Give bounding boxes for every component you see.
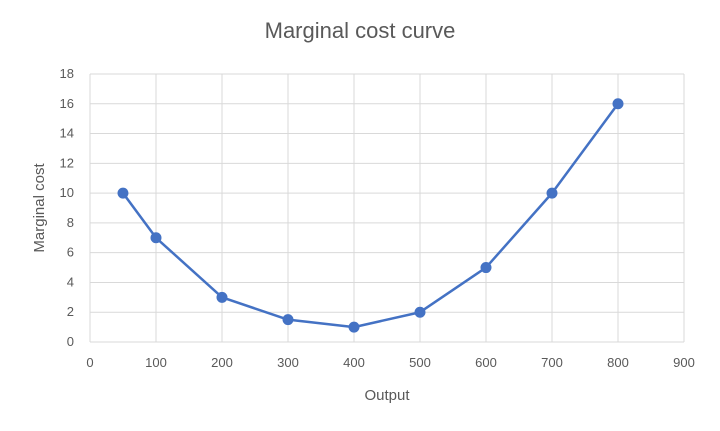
y-tick-label: 4	[67, 274, 74, 289]
y-tick-label: 2	[67, 304, 74, 319]
data-point	[150, 232, 162, 244]
y-tick-label: 16	[60, 96, 74, 111]
x-tick-label: 600	[475, 355, 497, 370]
data-point	[348, 321, 360, 333]
y-axis-title: Marginal cost	[31, 163, 48, 253]
x-tick-label: 400	[343, 355, 365, 370]
data-point	[117, 187, 129, 199]
data-point	[216, 291, 228, 303]
data-point	[546, 187, 558, 199]
x-tick-label: 700	[541, 355, 563, 370]
series-line	[121, 102, 620, 329]
data-point	[480, 262, 492, 274]
x-tick-label: 800	[607, 355, 629, 370]
y-tick-label: 8	[67, 215, 74, 230]
y-tick-label: 10	[60, 185, 74, 200]
x-axis-title: Output	[364, 387, 410, 404]
y-tick-label: 0	[67, 334, 74, 349]
x-tick-label: 900	[673, 355, 695, 370]
data-point	[612, 98, 624, 110]
chart-title: Marginal cost curve	[264, 18, 456, 43]
data-point	[414, 306, 426, 318]
y-tick-label: 12	[60, 155, 74, 170]
x-tick-label: 100	[145, 355, 167, 370]
x-tick-label: 300	[277, 355, 299, 370]
x-tick-label: 200	[211, 355, 233, 370]
y-tick-label: 14	[60, 126, 74, 141]
y-tick-label: 18	[60, 66, 74, 81]
data-point	[282, 314, 294, 326]
x-tick-label: 0	[86, 355, 93, 370]
y-tick-label: 6	[67, 245, 74, 260]
x-tick-label: 500	[409, 355, 431, 370]
